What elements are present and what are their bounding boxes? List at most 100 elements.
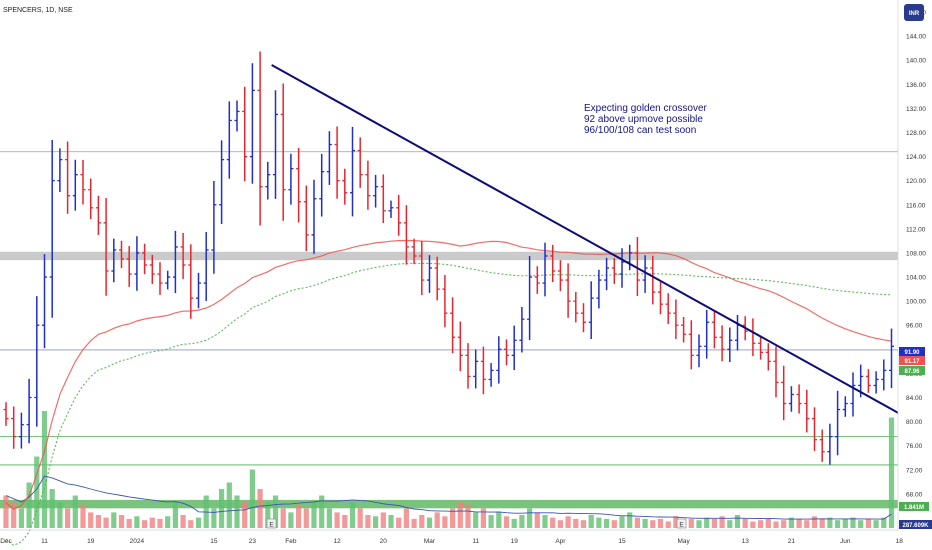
y-tick-label: 100.00 — [906, 299, 926, 306]
ohlc-bar-down — [611, 258, 617, 284]
y-tick-label: 80.00 — [906, 419, 923, 426]
volume-bar — [226, 482, 232, 528]
volume-bar — [835, 520, 841, 528]
volume-bar — [296, 504, 302, 528]
x-tick-label: 13 — [742, 538, 750, 545]
ohlc-bar-down — [126, 246, 132, 287]
volume-bar — [604, 518, 610, 528]
volume-bar — [365, 515, 371, 528]
volume-bars — [3, 411, 895, 528]
ohlc-bar-up — [203, 231, 209, 302]
ohlc-bar-up — [72, 159, 78, 211]
ohlc-bar-up — [511, 325, 517, 371]
price-axis[interactable] — [898, 0, 932, 550]
ohlc-bar-up — [889, 328, 894, 389]
x-tick-label: 15 — [618, 538, 626, 545]
volume-bar — [11, 502, 17, 528]
volume-bar — [326, 508, 332, 528]
ohlc-bar-down — [781, 365, 787, 421]
ohlc-bar-up — [619, 248, 625, 288]
ohlc-bar-down — [403, 205, 409, 265]
volume-bar — [542, 515, 548, 528]
volume-bar — [180, 515, 186, 528]
currency-badge-label: INR — [909, 11, 920, 17]
volume-bar — [195, 517, 202, 528]
volume-bar — [88, 512, 94, 528]
ohlc-bar-up — [696, 334, 702, 368]
ohlc-bar-down — [396, 194, 402, 236]
ohlc-bar-down — [650, 255, 656, 305]
ohlc-bar-down — [804, 389, 810, 433]
volume-bar — [373, 516, 379, 528]
ohlc-bar-down — [303, 185, 309, 252]
volume-bar — [465, 504, 471, 528]
symbol-title[interactable]: SPENCERS, 1D, NSE — [3, 7, 73, 14]
y-tick-label: 144.00 — [906, 34, 926, 41]
x-tick-label: 23 — [249, 538, 257, 545]
ohlc-bar-down — [688, 320, 694, 370]
volume-bar — [280, 508, 286, 528]
x-tick-label: 19 — [511, 538, 519, 545]
volume-bar — [827, 517, 833, 528]
volume-bar — [565, 516, 571, 528]
ohlc-bar-down — [357, 137, 363, 188]
ohlc-bar-up — [350, 126, 355, 217]
ohlc-bar-up — [827, 423, 833, 465]
ohlc-bar-down — [380, 174, 386, 224]
volume-bar — [319, 495, 325, 528]
volume-bar — [665, 521, 671, 528]
ohlc-bar-down — [773, 346, 779, 398]
ohlc-bar-up — [165, 270, 171, 290]
volume-bar — [480, 508, 486, 528]
last-price-value: 91.90 — [904, 350, 920, 356]
volume-bar — [634, 517, 640, 528]
ohlc-bar-up — [881, 359, 887, 391]
volume-ma-line — [5, 475, 892, 520]
volume-bar — [3, 495, 9, 528]
volume-bar — [442, 516, 448, 528]
ohlc-bar-down — [342, 168, 348, 205]
volume-bar — [288, 512, 294, 528]
volume-bar — [773, 521, 779, 528]
volume-bar — [688, 518, 694, 528]
x-tick-label: 12 — [333, 538, 341, 545]
analysis-note[interactable]: Expecting golden crossover 92 above upmo… — [584, 103, 708, 136]
ohlc-bar-down — [80, 159, 86, 205]
earnings-marker-2[interactable]: E — [676, 518, 687, 529]
ohlc-bar-up — [588, 281, 594, 340]
ohlc-bar-up — [496, 336, 502, 384]
drawings[interactable] — [271, 64, 904, 417]
x-tick-label: 19 — [87, 538, 95, 545]
volume-bar — [511, 518, 517, 528]
ohlc-bar-down — [758, 335, 764, 360]
volume-bar — [34, 456, 40, 528]
ohlc-bar-up — [249, 63, 255, 184]
ohlc-bar-up — [57, 148, 63, 192]
ohlc-bar-up — [226, 101, 232, 179]
ohlc-bar-up — [311, 179, 317, 254]
volume-bar — [588, 515, 594, 528]
y-tick-label: 140.00 — [906, 58, 926, 65]
volume-bar — [95, 515, 101, 528]
volume-bar — [80, 504, 86, 528]
ohlc-bar-up — [34, 296, 40, 427]
volume-bar — [796, 518, 802, 528]
volume-bar — [519, 515, 525, 528]
x-tick-label: Apr — [555, 538, 566, 545]
ohlc-bar-up — [519, 307, 525, 353]
note-line-2: 92 above upmove possible — [584, 114, 703, 125]
ohlc-bar-down — [3, 402, 9, 426]
volume-bar — [711, 518, 717, 528]
volume-bar — [873, 520, 879, 528]
x-tick-label: 18 — [896, 538, 904, 545]
ohlc-bar-down — [280, 83, 286, 221]
earnings-marker-1[interactable]: E — [266, 518, 277, 529]
y-tick-label: 108.00 — [906, 250, 926, 257]
ohlc-bar-down — [365, 160, 371, 210]
volume-bar — [457, 502, 463, 528]
currency-badge[interactable]: INR — [904, 4, 924, 21]
volume-bar — [888, 417, 895, 528]
volume-bar — [72, 495, 78, 528]
volume-bar — [750, 521, 756, 528]
